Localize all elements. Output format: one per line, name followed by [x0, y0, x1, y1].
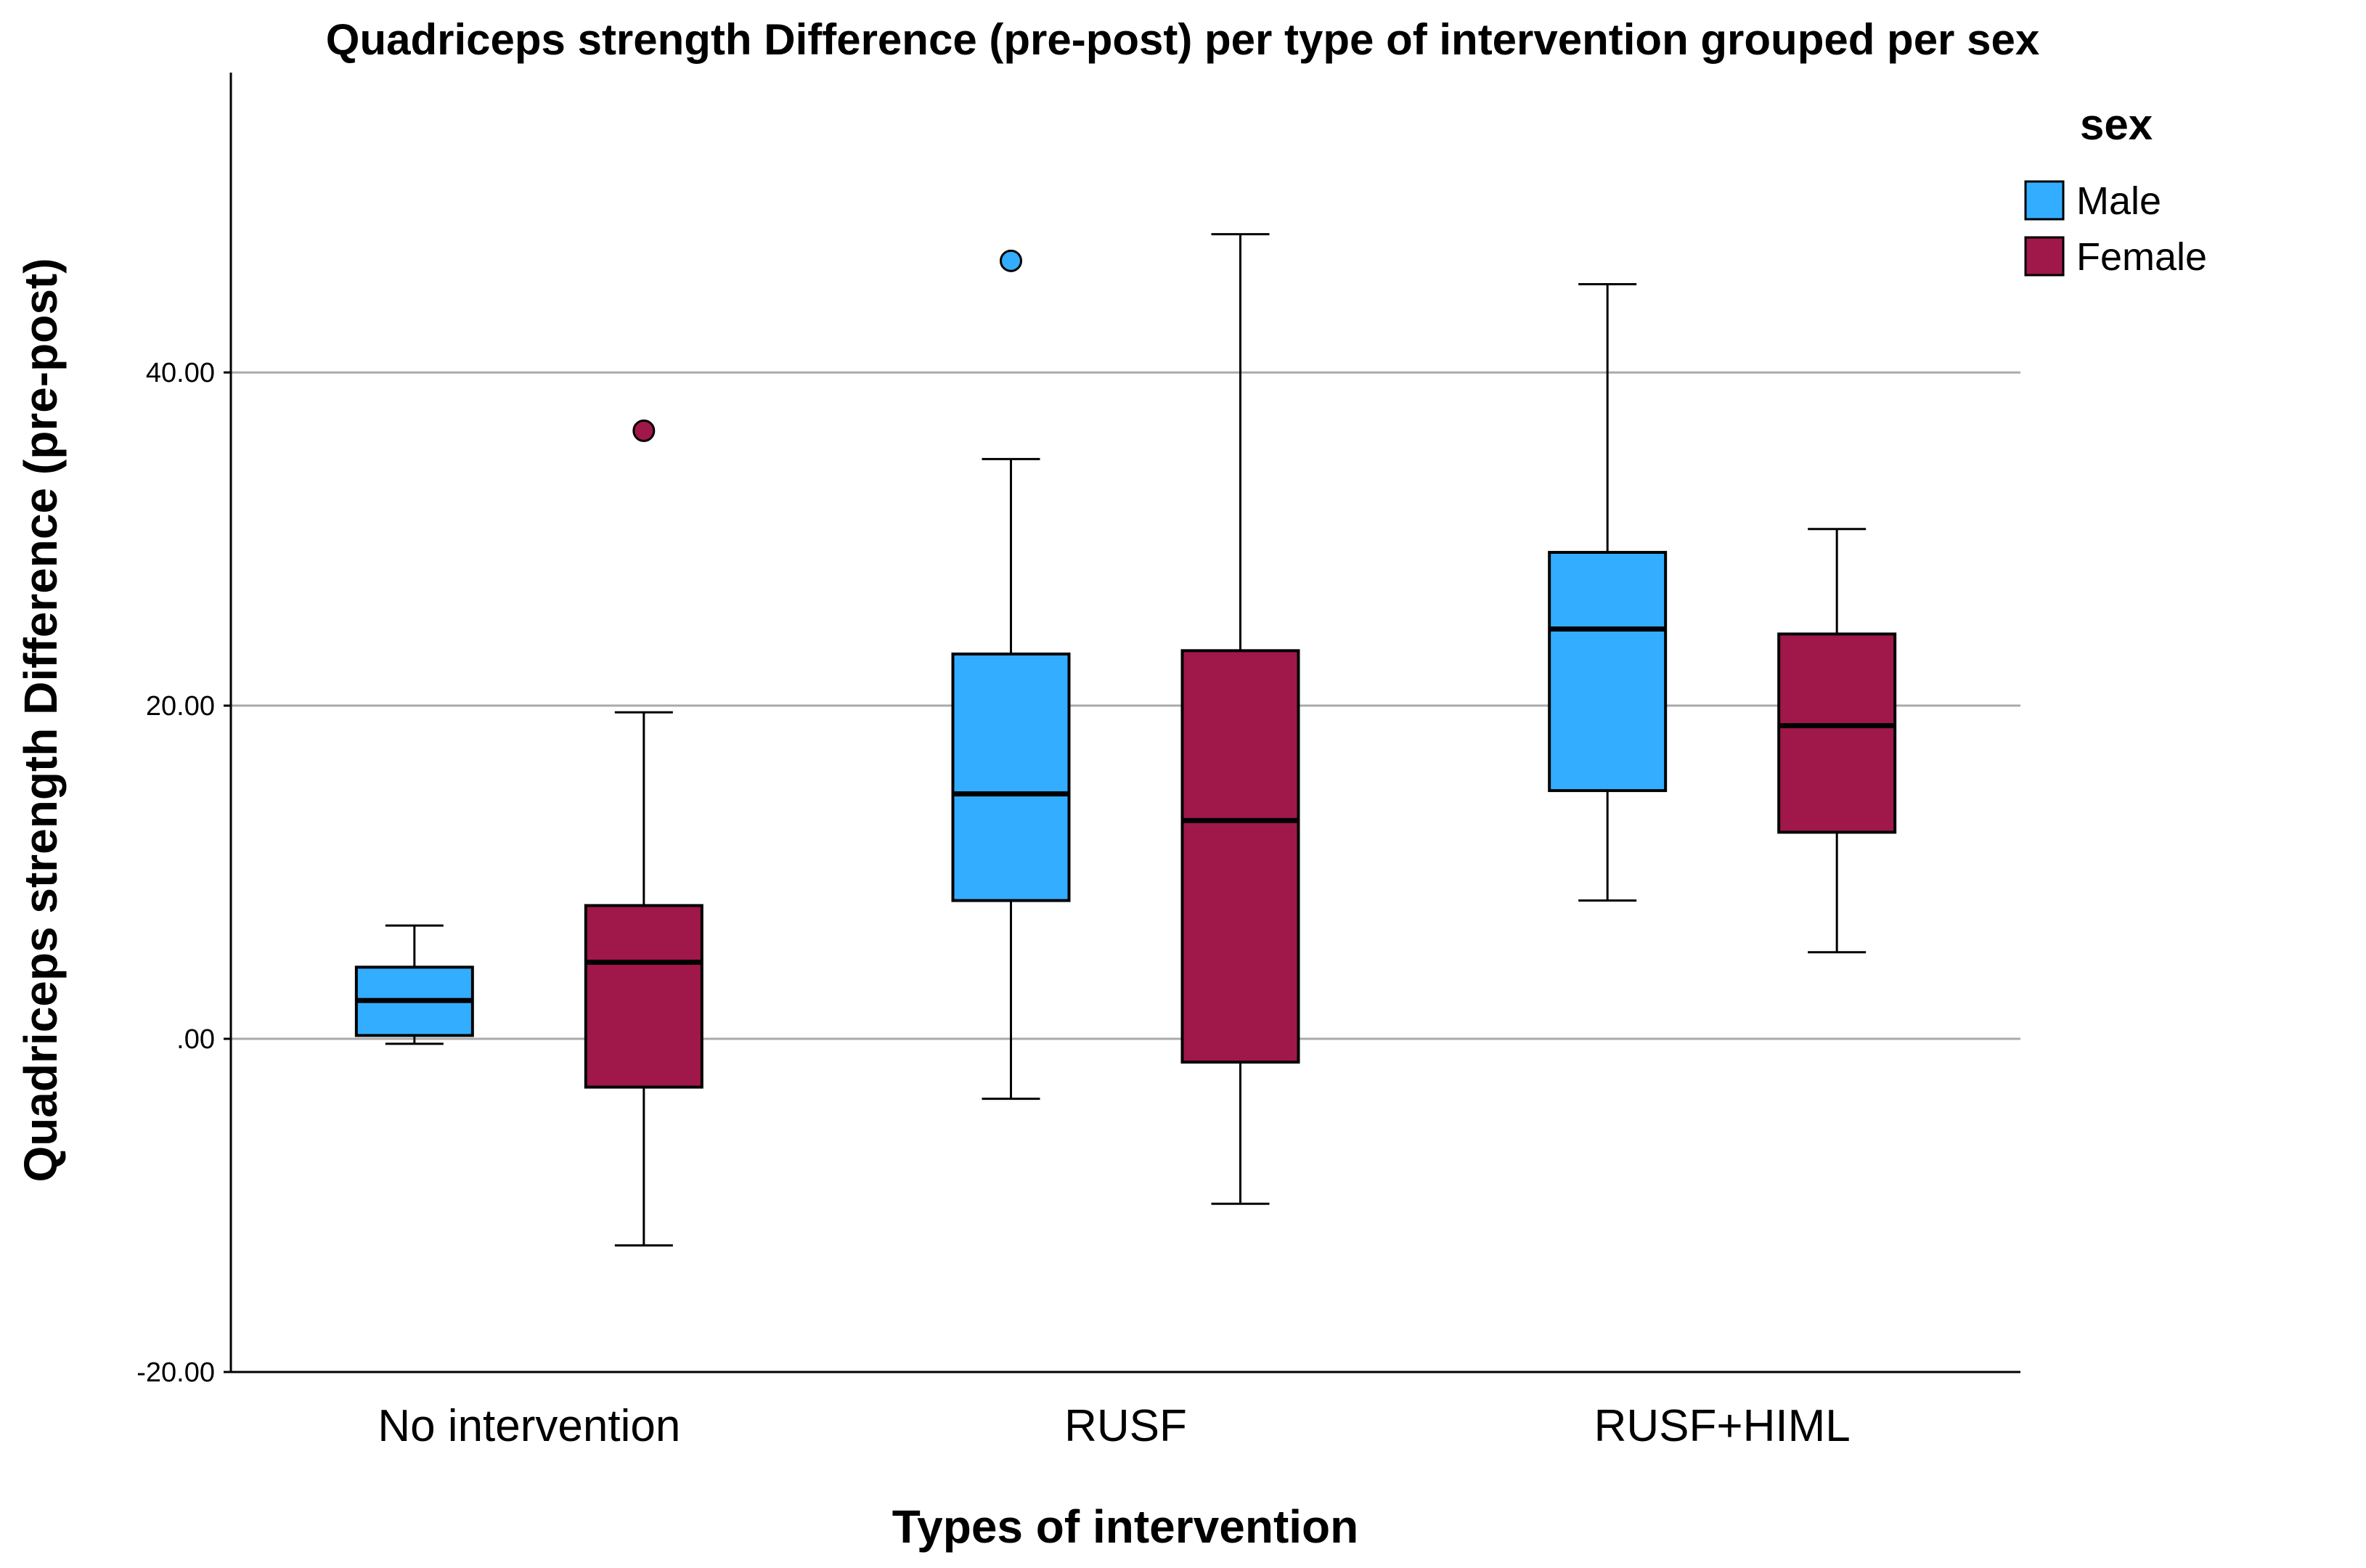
legend-swatch-male	[2024, 180, 2065, 221]
legend-swatch-female	[2024, 236, 2065, 277]
box-male-0	[354, 924, 474, 1045]
gridlines	[231, 371, 2020, 1040]
x-category-label: RUSF	[1064, 1401, 1187, 1451]
legend-label-male: Male	[2076, 179, 2161, 223]
box-female-0	[584, 419, 703, 1247]
y-tick-label: .00	[176, 1024, 215, 1055]
iqr-box	[951, 652, 1071, 902]
iqr-box	[584, 904, 703, 1089]
x-category-label: RUSF+HIML	[1594, 1401, 1851, 1451]
iqr-box	[1777, 632, 1897, 834]
x-category-label: No intervention	[378, 1401, 680, 1451]
x-axis-title: Types of intervention	[892, 1500, 1358, 1553]
box-series	[354, 233, 1897, 1247]
box-female-1	[1180, 233, 1300, 1205]
legend-title: sex	[2080, 100, 2153, 149]
y-tick-label: 40.00	[146, 358, 215, 388]
outlier-point	[632, 419, 656, 442]
legend-label-female: Female	[2076, 235, 2207, 279]
chart-title: Quadriceps strength Difference (pre-post…	[326, 15, 2039, 64]
box-male-2	[1548, 282, 1668, 902]
legend: sex Male Female	[2024, 100, 2207, 279]
box-male-1	[951, 249, 1071, 1101]
iqr-box	[1180, 649, 1300, 1064]
x-axis: No intervention RUSF RUSF+HIML	[231, 1371, 2020, 1451]
iqr-box	[1548, 550, 1668, 793]
box-female-2	[1777, 528, 1897, 954]
y-tick-label: -20.00	[136, 1357, 215, 1388]
y-axis-title: Quadriceps strength Difference (pre-post…	[15, 258, 67, 1182]
y-axis: -20.00 .00 20.00 40.00	[136, 73, 232, 1388]
y-tick-label: 20.00	[146, 691, 215, 722]
outlier-point	[1000, 249, 1022, 272]
